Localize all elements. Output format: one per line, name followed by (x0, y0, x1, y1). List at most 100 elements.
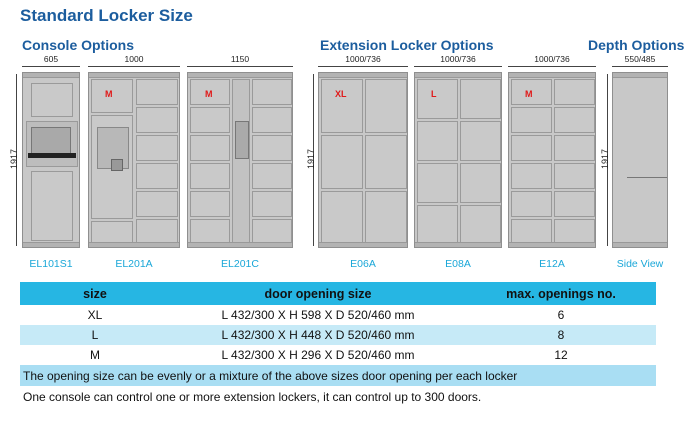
door (252, 135, 292, 161)
size-tag: M (525, 89, 533, 99)
door (460, 205, 501, 243)
door (511, 107, 552, 133)
door (417, 163, 458, 203)
height-dim-line (16, 74, 17, 246)
door (136, 163, 178, 189)
height-dim-line (607, 74, 608, 246)
label-e12a: E12A (539, 258, 565, 270)
label-e08a: E08A (445, 258, 471, 270)
door (554, 79, 595, 105)
door (365, 191, 407, 243)
door (136, 107, 178, 133)
console-options-heading: Console Options (22, 37, 134, 53)
table-row: M L 432/300 X H 296 X D 520/460 mm 12 (20, 345, 656, 365)
dim-el201a: 1000 (124, 54, 144, 64)
label-el201a: EL201A (115, 258, 153, 270)
keypad-icon (235, 121, 249, 159)
door (511, 219, 552, 243)
label-e06a: E06A (350, 258, 376, 270)
cell-size: XL (20, 305, 170, 325)
door (554, 219, 595, 243)
dim-line (22, 66, 80, 67)
side-divider (627, 177, 667, 178)
note-mixture: The opening size can be evenly or a mixt… (20, 365, 656, 386)
door (190, 219, 230, 243)
door (511, 135, 552, 161)
cell-opening: L 432/300 X H 296 X D 520/460 mm (170, 345, 466, 365)
dim-line (187, 66, 293, 67)
dim-side: 550/485 (624, 54, 656, 64)
cabinet-e08a: L (414, 72, 502, 248)
cabinet-e06a: XL (318, 72, 408, 248)
table-row: XL L 432/300 X H 598 X D 520/460 mm 6 (20, 305, 656, 325)
label-side-view: Side View (616, 258, 664, 270)
door (511, 191, 552, 217)
cell-max: 6 (466, 305, 656, 325)
door (252, 219, 292, 243)
header-size: size (20, 282, 170, 305)
cell-size: L (20, 325, 170, 345)
door (136, 191, 178, 217)
page-title: Standard Locker Size (20, 6, 193, 25)
size-tag: XL (335, 89, 347, 99)
door (460, 163, 501, 203)
door (190, 107, 230, 133)
dim-line (414, 66, 502, 67)
console-lower-panel (31, 171, 73, 241)
console-top-panel (31, 83, 73, 117)
cabinet-el201c: M (187, 72, 293, 248)
door (190, 191, 230, 217)
door (417, 79, 458, 119)
header-max: max. openings no. (466, 282, 656, 305)
depth-options-heading: Depth Options (588, 37, 685, 53)
door (460, 79, 501, 119)
table-note-row: The opening size can be evenly or a mixt… (20, 365, 656, 386)
table-note-row: One console can control one or more exte… (20, 386, 656, 408)
door (321, 79, 363, 133)
dim-line (508, 66, 596, 67)
dim-el101s1: 605 (43, 54, 59, 64)
door (252, 163, 292, 189)
size-tag: M (205, 89, 213, 99)
door (190, 135, 230, 161)
screen-icon (31, 127, 71, 155)
door (417, 121, 458, 161)
door (252, 191, 292, 217)
door (91, 79, 133, 113)
size-tag: L (431, 89, 437, 99)
table-header-row: size door opening size max. openings no. (20, 282, 656, 305)
door (511, 79, 552, 105)
dim-e08a: 1000/736 (440, 54, 476, 64)
cell-opening: L 432/300 X H 598 X D 520/460 mm (170, 305, 466, 325)
table-row: L L 432/300 X H 448 X D 520/460 mm 8 (20, 325, 656, 345)
cabinet-side-view (612, 72, 668, 248)
cell-size: M (20, 345, 170, 365)
keyboard-icon (28, 153, 76, 158)
console-column (232, 79, 250, 243)
door (554, 191, 595, 217)
label-el101s1: EL101S1 (29, 258, 73, 270)
door (321, 135, 363, 189)
label-el201c: EL201C (221, 258, 259, 270)
door (190, 163, 230, 189)
cabinet-el101s1 (22, 72, 80, 248)
door (252, 79, 292, 105)
door (91, 221, 133, 243)
door (252, 107, 292, 133)
door (460, 121, 501, 161)
door (136, 79, 178, 105)
door (365, 135, 407, 189)
height-dim-extension: 1917 (306, 148, 316, 170)
door (190, 79, 230, 105)
dim-el201c: 1150 (230, 54, 250, 64)
cabinet-e12a: M (508, 72, 596, 248)
door (511, 163, 552, 189)
extension-options-heading: Extension Locker Options (320, 37, 494, 53)
dim-line (88, 66, 180, 67)
height-dim-console: 1917 (9, 148, 19, 170)
cell-opening: L 432/300 X H 448 X D 520/460 mm (170, 325, 466, 345)
door (554, 163, 595, 189)
door (554, 135, 595, 161)
header-opening: door opening size (170, 282, 466, 305)
dim-line (612, 66, 668, 67)
